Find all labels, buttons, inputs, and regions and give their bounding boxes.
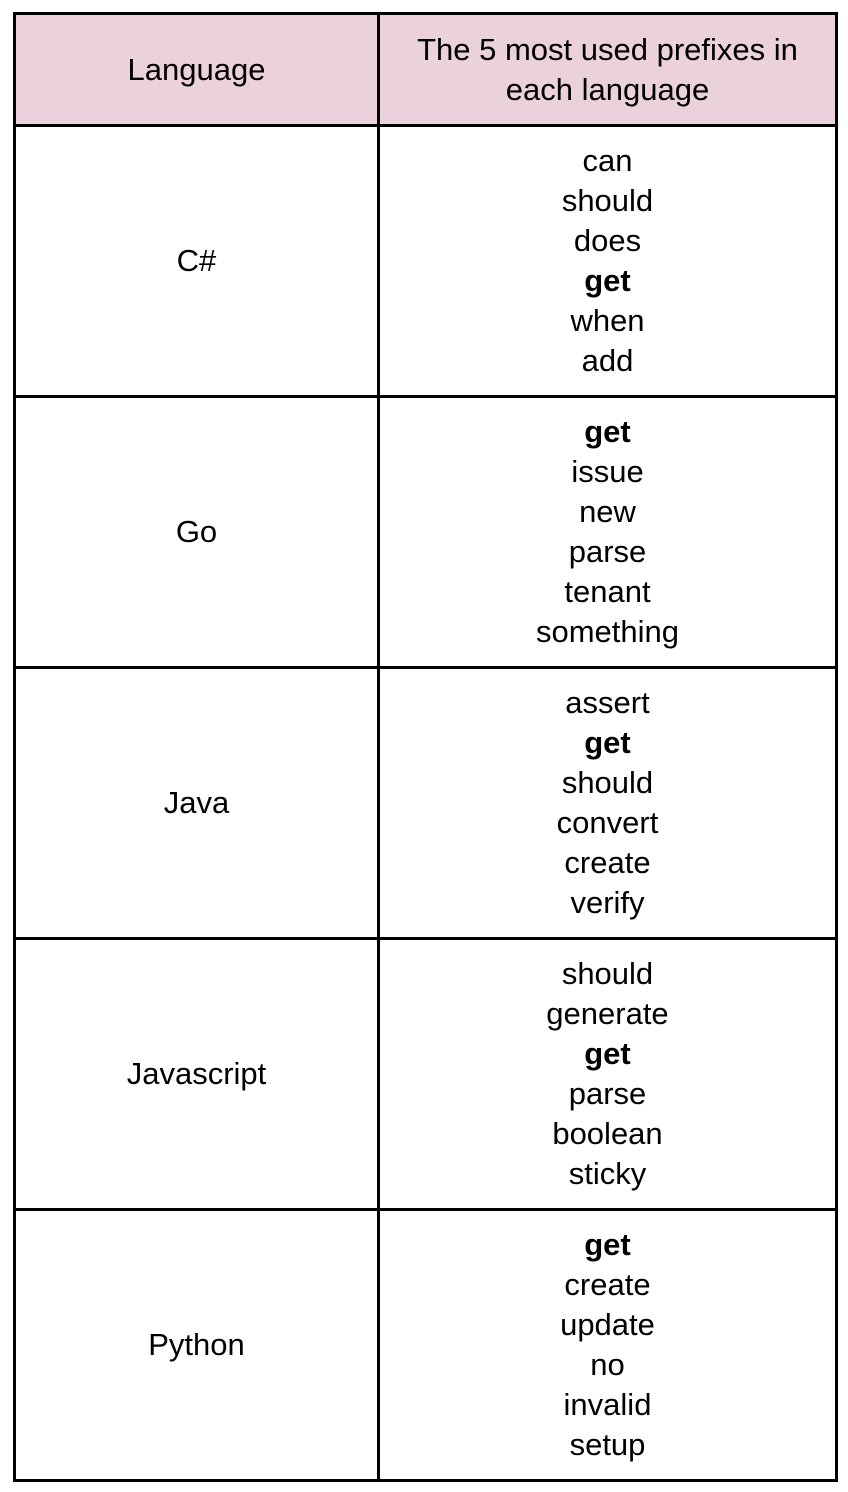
language-cell: Javascript [13, 937, 380, 1211]
language-cell: C# [13, 124, 380, 398]
prefixes-cell: should generate get parse boolean sticky [377, 937, 838, 1211]
prefix-item: generate [546, 996, 669, 1031]
prefix-item: setup [569, 1427, 646, 1462]
table-row: Python get create update no invalid setup [13, 1208, 838, 1482]
prefix-item: no [590, 1347, 625, 1382]
prefix-item: get [584, 1036, 631, 1071]
table-row: Java assert get should convert create verify [13, 666, 838, 940]
language-cell: Go [13, 395, 380, 669]
prefix-item: something [535, 614, 680, 649]
prefix-table-container: Language The 5 most used prefixes in eac… [13, 12, 838, 1482]
prefix-item: update [560, 1307, 655, 1342]
prefix-item: invalid [563, 1387, 652, 1422]
prefix-table: Language The 5 most used prefixes in eac… [13, 12, 838, 1482]
prefix-item: does [573, 223, 642, 258]
prefix-item: convert [556, 805, 659, 840]
prefix-item: when [570, 303, 645, 338]
table-row: C# can should does get when add [13, 124, 838, 398]
prefix-item: get [584, 1227, 631, 1262]
language-cell: Java [13, 666, 380, 940]
prefixes-cell: assert get should convert create verify [377, 666, 838, 940]
header-prefixes: The 5 most used prefixes in each languag… [377, 12, 838, 127]
header-language: Language [13, 12, 380, 127]
prefix-item: assert [565, 685, 650, 720]
prefix-item: add [581, 343, 634, 378]
table-row: Javascript should generate get parse boolean s… [13, 937, 838, 1211]
table-header-row: Language The 5 most used prefixes in eac… [13, 12, 838, 127]
prefix-item: get [584, 263, 631, 298]
prefix-item: should [561, 956, 654, 991]
prefixes-cell: get issue new parse tenant something [377, 395, 838, 669]
prefix-item: sticky [568, 1156, 647, 1191]
prefix-item: should [561, 183, 654, 218]
language-cell: Python [13, 1208, 380, 1482]
prefix-item: get [584, 414, 631, 449]
prefixes-cell: get create update no invalid setup [377, 1208, 838, 1482]
prefix-item: get [584, 725, 631, 760]
prefix-item: parse [568, 1076, 647, 1111]
prefixes-cell: can should does get when add [377, 124, 838, 398]
prefix-item: can [582, 143, 633, 178]
prefix-item: should [561, 765, 654, 800]
prefix-item: issue [571, 454, 644, 489]
prefix-item: create [564, 1267, 651, 1302]
prefix-item: tenant [564, 574, 651, 609]
prefix-item: new [579, 494, 636, 529]
table-body: C# can should does get when add Go get issue new pa… [13, 124, 838, 1482]
table-row: Go get issue new parse tenant something [13, 395, 838, 669]
prefix-item: boolean [552, 1116, 663, 1151]
prefix-item: create [564, 845, 651, 880]
prefix-item: verify [570, 885, 645, 920]
prefix-item: parse [568, 534, 647, 569]
